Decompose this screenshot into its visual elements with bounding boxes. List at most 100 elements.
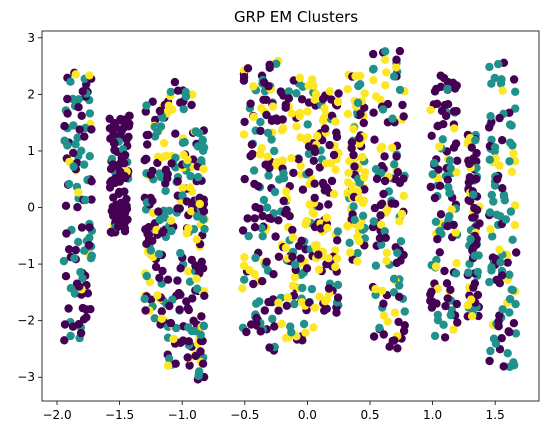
- scatter-point: [465, 159, 474, 169]
- scatter-point: [150, 314, 159, 323]
- scatter-point: [196, 330, 205, 339]
- scatter-point: [389, 72, 399, 81]
- scatter-point: [146, 170, 155, 179]
- scatter-point: [467, 143, 476, 152]
- scatter-point: [369, 217, 378, 226]
- scatter-point: [451, 228, 460, 237]
- scatter-point: [187, 100, 196, 110]
- scatter-point: [509, 149, 518, 158]
- scatter-point: [290, 273, 300, 282]
- scatter-point: [183, 155, 192, 165]
- scatter-point: [238, 284, 247, 293]
- scatter-point: [258, 232, 267, 241]
- scatter-point: [495, 161, 504, 170]
- scatter-point: [85, 71, 94, 80]
- scatter-point: [491, 339, 501, 348]
- scatter-point: [141, 306, 150, 315]
- scatter-point: [332, 128, 341, 137]
- scatter-point: [399, 112, 408, 121]
- scatter-point: [347, 144, 356, 153]
- scatter-point: [154, 249, 164, 259]
- scatter-point: [379, 311, 389, 320]
- scatter-point: [142, 154, 151, 164]
- scatter-point: [383, 317, 392, 326]
- scatter-point: [433, 122, 442, 131]
- scatter-point: [453, 318, 462, 327]
- scatter-point: [329, 150, 339, 160]
- scatter-point: [510, 361, 519, 370]
- scatter-point: [120, 227, 130, 236]
- scatter-point: [499, 192, 509, 201]
- scatter-point: [310, 95, 319, 104]
- scatter-point: [356, 80, 365, 89]
- scatter-point: [469, 213, 478, 222]
- scatter-point: [256, 327, 265, 336]
- chart-title: GRP EM Clusters: [234, 8, 358, 26]
- scatter-point: [438, 135, 447, 144]
- scatter-point: [377, 286, 387, 295]
- scatter-point: [490, 143, 500, 152]
- scatter-point: [81, 195, 90, 205]
- scatter-point: [60, 121, 69, 131]
- scatter-point: [249, 279, 258, 289]
- scatter-point: [322, 213, 331, 222]
- scatter-point: [496, 258, 505, 267]
- scatter-point: [310, 303, 320, 312]
- scatter-point: [142, 271, 151, 281]
- scatter-point: [176, 290, 185, 299]
- x-tick-label: −1.0: [168, 408, 197, 422]
- scatter-point: [110, 119, 119, 129]
- scatter-point: [278, 156, 287, 165]
- scatter-point: [505, 157, 514, 166]
- scatter-point: [62, 229, 71, 238]
- plot-frame: [41, 30, 540, 402]
- scatter-point: [441, 111, 451, 121]
- scatter-point: [382, 68, 391, 77]
- scatter-point: [257, 224, 266, 233]
- scatter-point: [486, 112, 495, 121]
- scatter-point: [450, 124, 459, 133]
- scatter-point: [278, 115, 287, 124]
- scatter-point: [120, 159, 129, 168]
- scatter-point: [320, 306, 329, 315]
- scatter-point: [325, 140, 334, 150]
- scatter-point: [380, 152, 389, 161]
- scatter-point: [288, 281, 298, 290]
- scatter-point: [73, 203, 82, 212]
- scatter-point: [287, 154, 296, 163]
- scatter-point: [295, 73, 304, 83]
- y-tick-label: 1: [27, 144, 35, 158]
- scatter-point: [175, 204, 184, 213]
- scatter-point: [369, 76, 378, 85]
- scatter-point: [320, 124, 330, 133]
- scatter-point: [166, 87, 175, 97]
- scatter-point: [61, 272, 71, 281]
- scatter-point: [304, 81, 313, 90]
- scatter-point: [244, 231, 253, 241]
- scatter-point: [284, 87, 294, 96]
- scatter-point: [387, 199, 396, 208]
- scatter-point: [74, 188, 83, 197]
- scatter-point: [333, 227, 342, 236]
- scatter-point: [343, 109, 353, 119]
- scatter-point: [159, 138, 169, 148]
- scatter-point: [249, 82, 258, 91]
- scatter-point: [109, 160, 118, 169]
- scatter-point: [281, 243, 291, 253]
- scatter-point: [250, 214, 259, 223]
- scatter-point: [472, 174, 481, 184]
- scatter-point: [260, 306, 269, 315]
- scatter-point: [395, 46, 405, 56]
- scatter-point: [430, 87, 440, 96]
- scatter-point: [283, 209, 292, 218]
- scatter-point: [80, 246, 89, 255]
- scatter-point: [321, 186, 331, 195]
- scatter-point: [184, 305, 193, 315]
- scatter-point: [84, 240, 94, 250]
- scatter-point: [321, 159, 331, 168]
- scatter-point: [264, 297, 273, 307]
- scatter-point: [257, 104, 266, 113]
- scatter-point: [154, 207, 163, 216]
- scatter-point: [251, 202, 260, 212]
- scatter-point: [140, 294, 149, 304]
